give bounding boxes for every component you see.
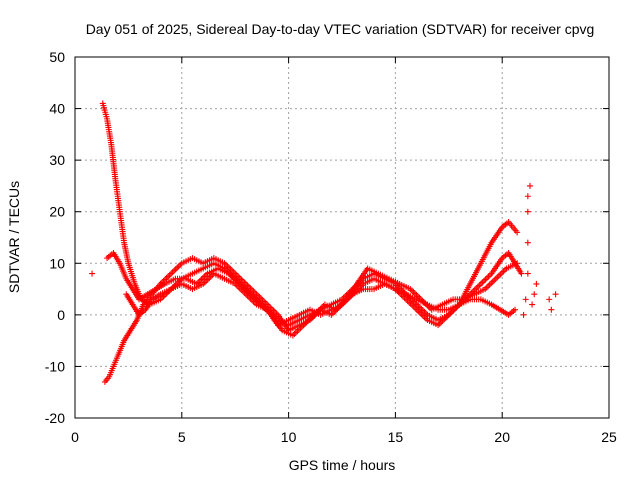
data-point [480,277,487,284]
data-point [172,266,179,273]
data-point [485,273,492,280]
data-point [548,306,555,313]
data-point [524,239,531,246]
data-point [479,279,486,286]
data-point [546,296,553,303]
data-point [489,278,496,285]
data-point [514,260,521,267]
y-tick-label: 10 [49,255,65,271]
data-point [410,289,417,296]
x-tick-label: 25 [601,429,617,445]
x-axis-label: GPS time / hours [289,457,396,473]
axis-ticks: 0 5 10 15 20 25 -20 -10 0 10 20 30 40 50 [45,49,617,445]
data-point [495,272,502,279]
data-point [524,208,531,215]
plot-frame [74,56,610,419]
data-point [486,281,493,288]
data-point [526,182,533,189]
x-tick-label: 5 [178,429,186,445]
y-tick-label: -10 [45,358,65,374]
y-axis-label: SDTVAR / TECUs [6,181,22,293]
y-tick-label: -20 [45,410,65,426]
x-tick-label: 0 [71,429,79,445]
data-point [207,273,214,280]
data-point [476,282,483,289]
data-point [533,280,540,287]
grid [75,57,609,418]
data-point [524,193,531,200]
data-point [524,270,531,277]
data-point [165,273,172,280]
x-tick-label: 10 [281,429,297,445]
data-point [482,276,489,283]
data-point [171,267,178,274]
data-point [518,270,525,277]
data-point [196,277,203,284]
data-point [175,263,182,270]
y-tick-label: 20 [49,204,65,220]
data-point [168,270,175,277]
y-tick-label: 30 [49,152,65,168]
data-point [166,272,173,279]
data-point [522,296,529,303]
data-point [485,283,492,290]
data-point [500,268,507,275]
data-point [488,280,495,287]
data-point [486,272,493,279]
y-tick-label: 50 [49,49,65,65]
data-point [491,277,498,284]
data-point [292,329,299,336]
data-point [483,275,490,282]
data-point [520,311,527,318]
data-point [552,291,559,298]
x-tick-label: 15 [388,429,404,445]
data-point [329,310,336,317]
y-tick-label: 40 [49,101,65,117]
data-point [514,229,521,236]
data-point [512,306,519,313]
y-tick-label: 0 [57,307,65,323]
data-point [474,283,481,290]
data-point [492,275,499,282]
data-point [494,274,501,281]
data-point [291,331,298,338]
data-point [498,269,505,276]
data-point [169,269,176,276]
data-point [531,291,538,298]
x-tick-label: 20 [494,429,510,445]
data-markers [89,100,559,385]
data-point [89,270,96,277]
data-point [529,301,536,308]
data-point [436,320,443,327]
chart-title: Day 051 of 2025, Sidereal Day-to-day VTE… [86,21,595,37]
data-point [477,280,484,287]
data-point [174,264,181,271]
